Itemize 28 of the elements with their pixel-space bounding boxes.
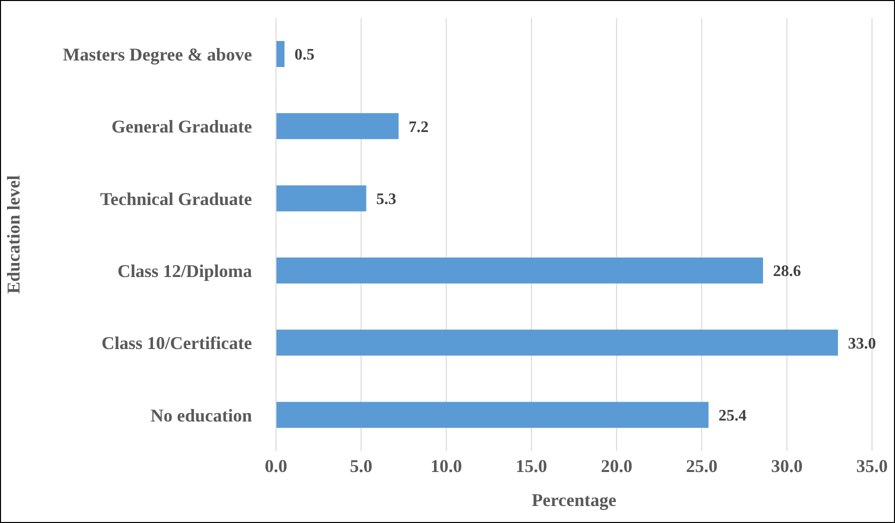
x-axis-title: Percentage	[532, 490, 616, 510]
x-tick-label: 35.0	[856, 456, 888, 476]
x-tick-label: 30.0	[771, 456, 803, 476]
data-label: 7.2	[408, 118, 429, 136]
bar	[276, 41, 285, 67]
y-tick-label: Class 12/Diploma	[117, 260, 252, 281]
x-tick-label: 15.0	[516, 456, 548, 476]
bar	[276, 402, 709, 428]
data-label: 33.0	[848, 335, 876, 352]
data-label: 28.6	[773, 263, 802, 280]
y-axis-title: Education level	[3, 175, 24, 294]
y-tick-label: Masters Degree & above	[62, 44, 252, 64]
x-tick-label: 25.0	[686, 456, 718, 476]
y-tick-label: No education	[150, 405, 252, 426]
x-tick-label: 20.0	[600, 456, 632, 476]
y-tick-label: Class 10/Certificate	[102, 333, 252, 354]
data-label: 25.4	[718, 408, 747, 425]
x-tick-label: 10.0	[430, 456, 462, 476]
data-label: 0.5	[294, 46, 315, 64]
data-label: 5.3	[376, 191, 396, 208]
x-tick-label: 5.0	[350, 456, 372, 476]
x-tick-label: 0.0	[264, 456, 288, 476]
y-tick-label: Technical Graduate	[100, 188, 252, 209]
bar	[276, 330, 838, 356]
y-tick-label: General Graduate	[112, 116, 252, 137]
bar	[276, 113, 399, 140]
bar	[276, 258, 764, 284]
bar	[276, 185, 366, 212]
